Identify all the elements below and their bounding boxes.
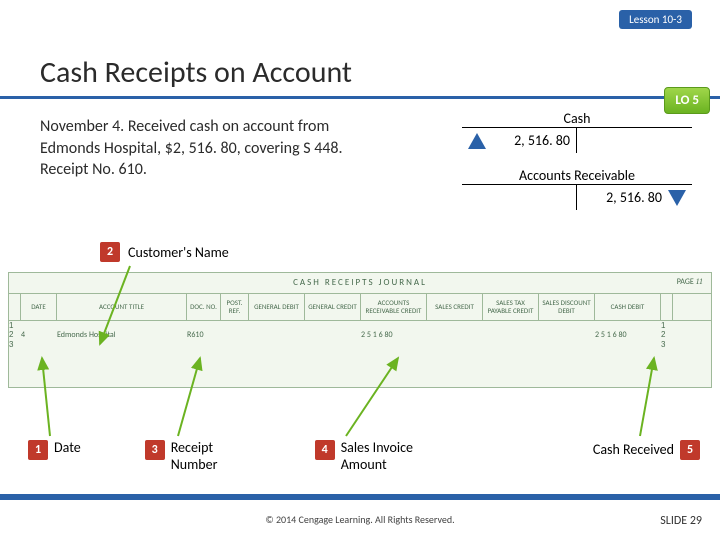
journal-page: PAGE 11	[677, 277, 703, 287]
bottom-callouts: 1 Date 3 Receipt Number 4 Sales Invoice …	[28, 440, 700, 474]
callout-5: Cash Received 5	[593, 440, 700, 460]
lesson-badge: Lesson 10-3	[619, 10, 692, 29]
journal-image: CASH RECEIPTS JOURNAL PAGE 11 DATE ACCOU…	[8, 272, 712, 388]
journal-body: 1124Edmonds HospitalR6102 5 1 6 802 5 1 …	[9, 321, 711, 349]
copyright: © 2014 Cengage Learning. All Rights Rese…	[0, 513, 720, 526]
t-accounts: Cash 2, 516. 80 Accounts Receivable 2, 5…	[462, 110, 692, 210]
callout-2: 2 Customer's Name	[100, 242, 229, 262]
page-title: Cash Receipts on Account	[40, 54, 352, 91]
callout-3-label: Receipt Number	[171, 440, 251, 474]
down-arrow-icon	[668, 190, 686, 206]
callout-4: 4 Sales Invoice Amount	[315, 440, 441, 474]
journal-row: 11	[9, 321, 711, 330]
journal-row: 33	[9, 340, 711, 349]
callout-1-label: Date	[54, 440, 81, 457]
numbox-3: 3	[145, 440, 165, 460]
callout-1: 1 Date	[28, 440, 81, 460]
t-account-ar-label: Accounts Receivable	[462, 167, 692, 184]
t-account-cash-label: Cash	[462, 110, 692, 127]
numbox-5: 5	[680, 440, 700, 460]
footer-bar	[0, 494, 720, 500]
slide-number: SLIDE 29	[660, 514, 702, 528]
journal-headers: DATE ACCOUNT TITLE DOC. NO. POST. REF. G…	[9, 293, 711, 321]
numbox-1: 1	[28, 440, 48, 460]
narrative-text: November 4. Received cash on account fro…	[40, 116, 370, 181]
journal-row: 24Edmonds HospitalR6102 5 1 6 802 5 1 6 …	[9, 330, 711, 340]
numbox-4: 4	[315, 440, 335, 460]
callout-5-label: Cash Received	[593, 442, 674, 459]
up-arrow-icon	[468, 133, 486, 149]
ar-credit-value: 2, 516. 80	[606, 189, 662, 206]
numbox-2: 2	[100, 242, 120, 262]
title-underline	[0, 96, 720, 99]
journal-title: CASH RECEIPTS JOURNAL	[293, 277, 427, 288]
callout-2-label: Customer's Name	[128, 244, 229, 261]
callout-4-label: Sales Invoice Amount	[341, 440, 441, 474]
callout-3: 3 Receipt Number	[145, 440, 251, 474]
cash-debit-value: 2, 516. 80	[514, 132, 570, 149]
